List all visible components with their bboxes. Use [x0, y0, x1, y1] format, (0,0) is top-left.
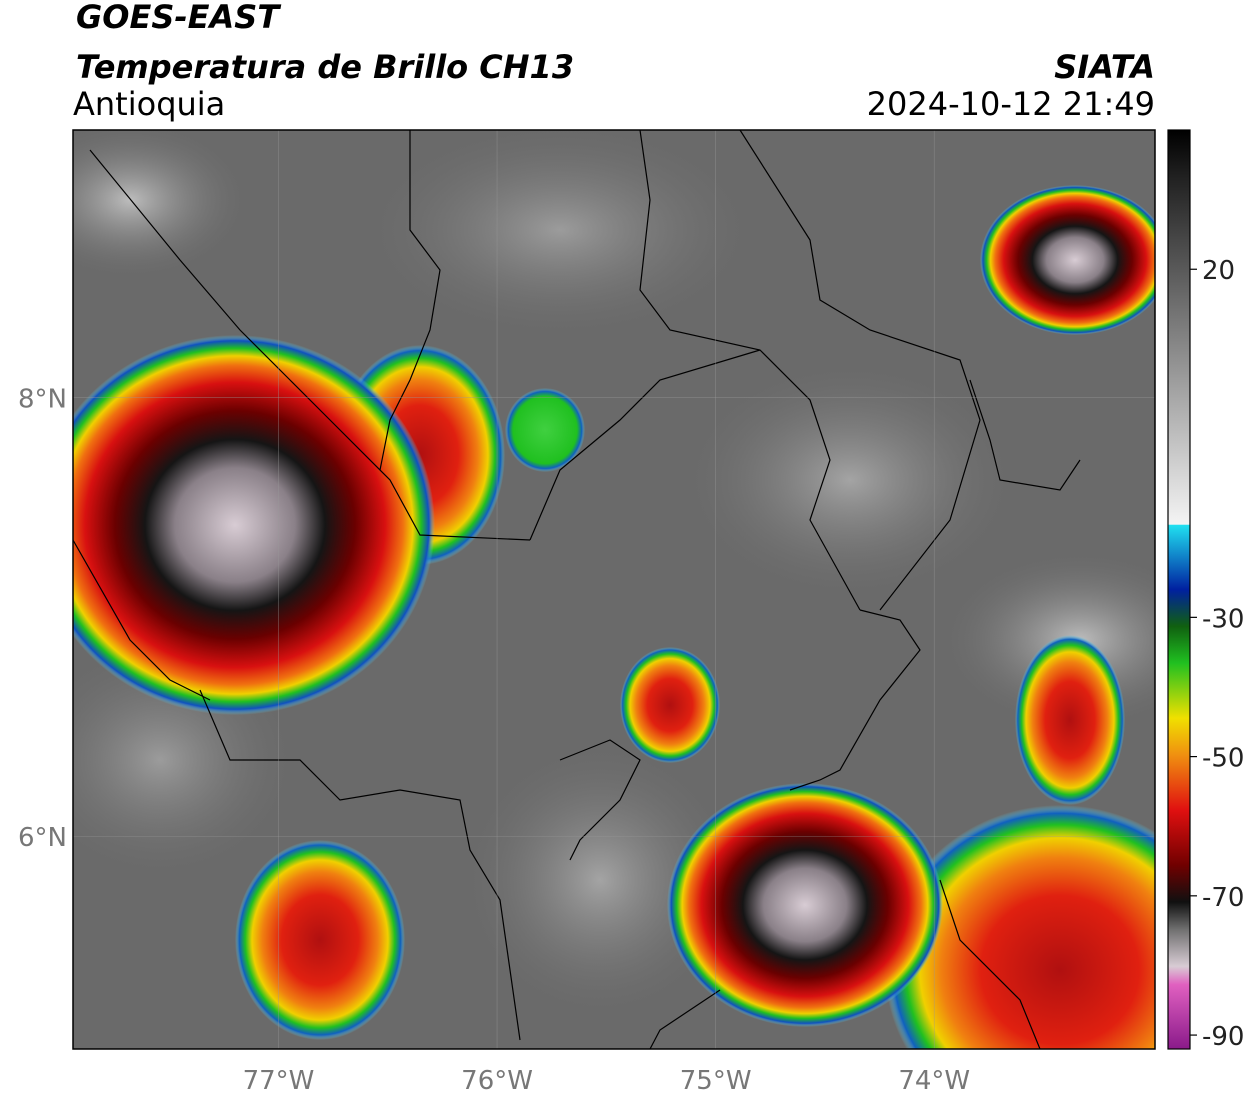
- source: SIATA: [1054, 48, 1155, 86]
- x-tick-label: 75°W: [680, 1066, 752, 1096]
- y-tick-label: 8°N: [18, 385, 67, 415]
- x-tick-label: 77°W: [243, 1066, 315, 1096]
- colorbar-tick-label: 20: [1202, 256, 1235, 286]
- subtitle: Temperatura de Brillo CH13: [76, 48, 574, 86]
- x-tick-label: 74°W: [898, 1066, 970, 1096]
- grid: [73, 130, 1155, 1049]
- plot-frame: [72, 129, 1156, 1050]
- y-tick-label: 6°N: [18, 823, 67, 853]
- datetime: 2024-10-12 21:49: [867, 85, 1155, 123]
- x-tick-label: 76°W: [461, 1066, 533, 1096]
- colorbar-tick-label: -50: [1202, 744, 1244, 774]
- title: GOES-EAST: [76, 0, 281, 36]
- colorbar-tick-label: -90: [1202, 1022, 1244, 1052]
- imagery: [73, 130, 1155, 1049]
- colorbar: [1167, 129, 1191, 1050]
- colorbar-tick-label: -70: [1202, 883, 1244, 913]
- region: Antioquia: [73, 85, 225, 123]
- colorbar-tick-label: -30: [1202, 604, 1244, 634]
